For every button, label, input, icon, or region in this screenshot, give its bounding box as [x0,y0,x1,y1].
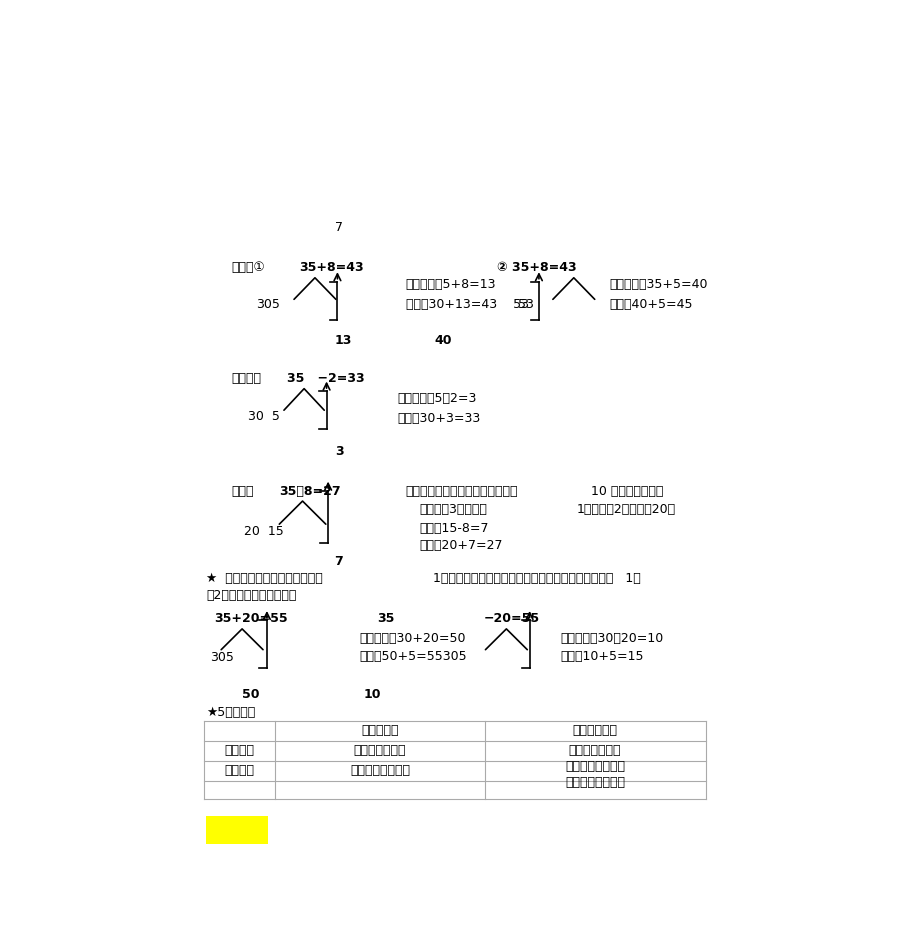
Text: 1个十，与个位数合在一起再减，同时十位数必须减少   1。: 1个十，与个位数合在一起再减，同时十位数必须减少 1。 [432,573,640,585]
Text: 20  15: 20 15 [244,524,283,538]
Text: 35+8=43: 35+8=43 [299,262,364,274]
Text: 再算：30+13=43    53: 再算：30+13=43 53 [405,299,528,311]
Text: 1个十，剩2个十，即20。: 1个十，剩2个十，即20。 [576,503,675,516]
Text: 40: 40 [434,335,451,347]
Text: −20=55: −20=55 [483,612,539,626]
Text: 35: 35 [377,612,394,626]
Text: 再算：10+5=15: 再算：10+5=15 [560,650,643,663]
Text: 减数＝被减数－差: 减数＝被减数－差 [564,775,624,789]
Text: 再算：50+5=55305: 再算：50+5=55305 [358,650,466,663]
Text: 305: 305 [256,299,280,311]
Text: 13: 13 [335,335,352,347]
Text: 想：先算：30－20=10: 想：先算：30－20=10 [560,631,664,645]
Text: 50: 50 [242,688,259,701]
Text: 再算：20+7=27: 再算：20+7=27 [419,539,503,553]
Text: 305: 305 [210,651,233,664]
Text: 先算：15-8=7: 先算：15-8=7 [419,521,489,535]
Text: 7: 7 [335,556,343,569]
Text: 进位：①: 进位：① [231,262,265,274]
Text: 想：先算：30+20=50: 想：先算：30+20=50 [358,631,465,645]
Text: 30  5: 30 5 [247,410,279,423]
Text: 再算：30+3=33: 再算：30+3=33 [397,412,481,426]
Text: 想：个位不够减，从十位拿出一个: 想：个位不够减，从十位拿出一个 [405,484,517,498]
Text: 3: 3 [335,445,344,458]
Text: 被减数＝差＋减数: 被减数＝差＋减数 [564,760,624,774]
Text: 53: 53 [517,299,533,311]
Text: 想：先算：5－2=3: 想：先算：5－2=3 [397,392,477,405]
Text: 加数＝和－加数: 加数＝和－加数 [568,744,620,757]
Text: （2）两位数加、减整十数: （2）两位数加、减整十数 [206,589,297,602]
Text: 35+20=55: 35+20=55 [214,612,288,626]
Text: 各局部名称: 各局部名称 [361,724,398,737]
Text: 10: 10 [363,688,380,701]
Text: 相应计算公式: 相应计算公式 [572,724,617,737]
Text: 减，十位3个十拿掉: 减，十位3个十拿掉 [419,503,487,516]
Text: 35   −2=33: 35 −2=33 [287,373,364,385]
Text: 再算：40+5=45: 再算：40+5=45 [608,299,692,311]
Bar [206,816,268,844]
Text: 加数＋加数＝和: 加数＋加数＝和 [354,744,406,757]
Text: 想：先算：5+8=13: 想：先算：5+8=13 [405,278,495,291]
Text: 7: 7 [335,221,343,234]
Text: ★  个位不够减时，要从十位拿出: ★ 个位不够减时，要从十位拿出 [206,573,323,585]
Text: 加法算式: 加法算式 [224,744,255,757]
Text: ② 35+8=43: ② 35+8=43 [496,262,576,274]
Text: 10 和个位合起来再: 10 和个位合起来再 [590,484,663,498]
Text: 退位：: 退位： [231,484,254,498]
Text: 想：先算：35+5=40: 想：先算：35+5=40 [608,278,708,291]
Text: 不退位：: 不退位： [231,373,261,385]
Text: ★5、补充：: ★5、补充： [206,706,255,720]
Text: 减法算式: 减法算式 [224,764,255,777]
Text: 35－8=27: 35－8=27 [279,484,341,498]
Text: 被减数－减数＝差: 被减数－减数＝差 [349,764,410,777]
